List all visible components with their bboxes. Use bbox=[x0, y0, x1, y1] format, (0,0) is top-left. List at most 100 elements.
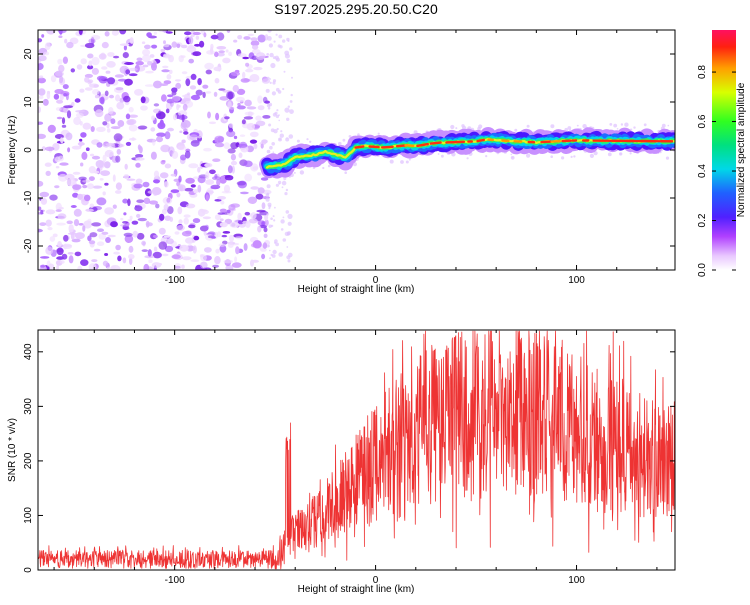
noise-blob bbox=[39, 96, 44, 100]
noise-blob bbox=[183, 131, 188, 134]
noise-blob bbox=[235, 70, 240, 73]
noise-blob bbox=[75, 98, 81, 102]
noise-blob bbox=[41, 34, 44, 38]
noise-blob bbox=[117, 149, 121, 155]
noise-blob bbox=[276, 34, 278, 36]
noise-blob bbox=[46, 171, 51, 176]
colorbar-tick-label: 0.0 bbox=[697, 263, 708, 277]
ridge-halo bbox=[511, 156, 515, 160]
noise-blob bbox=[184, 31, 191, 35]
noise-blob bbox=[167, 94, 173, 97]
noise-blob bbox=[106, 61, 116, 68]
noise-blob bbox=[104, 253, 108, 256]
noise-blob bbox=[196, 36, 199, 40]
noise-blob bbox=[181, 55, 186, 58]
noise-blob bbox=[206, 91, 212, 94]
noise-blob bbox=[285, 138, 289, 142]
noise-blob bbox=[116, 182, 122, 190]
noise-blob bbox=[69, 224, 74, 232]
noise-blob bbox=[87, 54, 93, 59]
noise-blob bbox=[80, 163, 83, 167]
noise-blob bbox=[143, 264, 149, 272]
noise-blob bbox=[196, 90, 203, 96]
ridge-halo bbox=[328, 165, 331, 168]
noise-blob bbox=[48, 125, 56, 133]
noise-blob bbox=[92, 89, 100, 95]
noise-blob bbox=[58, 207, 64, 210]
noise-blob bbox=[242, 221, 248, 225]
noise-blob bbox=[160, 172, 169, 178]
noise-blob bbox=[230, 222, 240, 228]
noise-blob bbox=[215, 113, 219, 120]
noise-blob bbox=[202, 85, 208, 89]
noise-blob bbox=[145, 84, 154, 87]
ridge-halo bbox=[300, 170, 304, 174]
colorbar-tick-label: 0.6 bbox=[697, 114, 708, 128]
noise-blob bbox=[171, 174, 177, 177]
noise-blob bbox=[111, 265, 121, 272]
ridge-halo bbox=[467, 157, 469, 159]
noise-blob bbox=[97, 76, 105, 81]
ridge-peak bbox=[542, 142, 551, 143]
noise-blob bbox=[291, 94, 293, 96]
noise-blob bbox=[257, 95, 263, 103]
ridge-halo bbox=[267, 150, 271, 154]
noise-blob bbox=[128, 254, 135, 259]
ridge-halo bbox=[577, 125, 579, 127]
noise-blob bbox=[178, 184, 186, 191]
noise-blob bbox=[134, 89, 143, 96]
noise-blob bbox=[45, 42, 51, 50]
noise-blob bbox=[103, 191, 106, 195]
noise-blob bbox=[90, 154, 94, 157]
noise-blob bbox=[153, 252, 162, 259]
noise-blob bbox=[62, 117, 65, 124]
noise-blob bbox=[126, 114, 130, 120]
noise-blob bbox=[289, 134, 294, 139]
noise-blob bbox=[167, 74, 172, 80]
noise-blob bbox=[282, 181, 287, 186]
ridge-halo bbox=[617, 128, 619, 130]
noise-blob bbox=[249, 74, 259, 82]
noise-blob bbox=[204, 63, 214, 70]
noise-blob bbox=[89, 176, 95, 181]
ridge-halo bbox=[461, 124, 464, 127]
noise-blob bbox=[193, 218, 200, 223]
noise-blob bbox=[54, 94, 59, 100]
colorbar-tick-label: 0.4 bbox=[697, 164, 708, 178]
noise-blob bbox=[188, 163, 198, 168]
noise-blob bbox=[172, 41, 178, 47]
noise-blob bbox=[97, 241, 104, 246]
noise-blob bbox=[104, 207, 114, 214]
noise-blob bbox=[102, 42, 109, 48]
noise-blob bbox=[63, 105, 73, 108]
noise-blob bbox=[129, 125, 138, 132]
noise-blob bbox=[283, 217, 285, 219]
noise-blob bbox=[274, 207, 276, 209]
noise-blob bbox=[237, 181, 246, 185]
noise-blob bbox=[278, 44, 281, 47]
noise-blob bbox=[284, 108, 289, 113]
noise-blob bbox=[162, 66, 168, 69]
y-tick-label: -20 bbox=[23, 238, 34, 253]
noise-blob bbox=[137, 58, 143, 62]
noise-blob bbox=[226, 91, 235, 99]
noise-blob bbox=[40, 265, 45, 268]
noise-blob bbox=[217, 196, 226, 200]
noise-blob bbox=[75, 252, 82, 257]
x-tick-label: 100 bbox=[568, 575, 585, 586]
noise-blob bbox=[135, 157, 144, 161]
noise-blob bbox=[152, 139, 156, 146]
noise-blob bbox=[177, 145, 186, 150]
noise-blob bbox=[177, 207, 182, 215]
noise-blob bbox=[214, 92, 218, 97]
noise-blob bbox=[100, 165, 103, 170]
noise-blob bbox=[91, 222, 101, 226]
noise-blob bbox=[194, 44, 201, 47]
noise-blob bbox=[69, 255, 74, 263]
ridge-halo bbox=[609, 123, 612, 126]
noise-blob bbox=[283, 238, 287, 242]
noise-blob bbox=[82, 185, 87, 188]
noise-blob bbox=[99, 53, 107, 59]
noise-blob bbox=[57, 241, 62, 247]
noise-blob bbox=[136, 214, 140, 218]
